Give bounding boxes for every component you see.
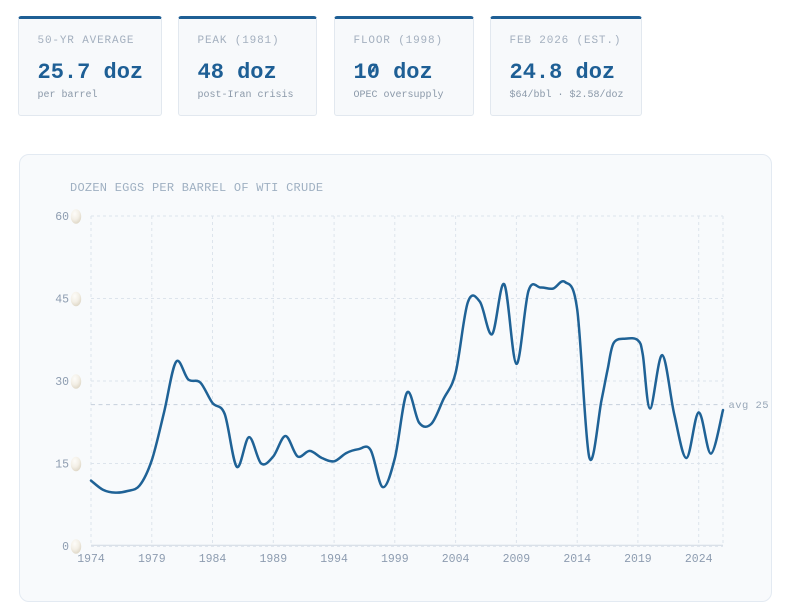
- svg-text:2009: 2009: [503, 553, 531, 566]
- svg-text:DOZEN EGGS PER BARREL OF WTI C: DOZEN EGGS PER BARREL OF WTI CRUDE: [70, 181, 323, 195]
- svg-text:15: 15: [55, 459, 69, 472]
- svg-text:avg 25: avg 25: [729, 400, 770, 412]
- svg-text:1984: 1984: [199, 553, 227, 566]
- svg-text:2019: 2019: [624, 553, 652, 566]
- svg-text:2014: 2014: [563, 553, 591, 566]
- svg-text:30: 30: [55, 376, 69, 389]
- svg-text:2004: 2004: [442, 553, 470, 566]
- svg-text:1979: 1979: [138, 553, 166, 566]
- svg-text:1999: 1999: [381, 553, 409, 566]
- svg-text:1994: 1994: [320, 553, 348, 566]
- svg-text:2024: 2024: [685, 553, 713, 566]
- svg-text:45: 45: [55, 294, 69, 307]
- svg-text:0: 0: [62, 541, 69, 554]
- svg-text:60: 60: [55, 211, 69, 224]
- svg-text:1989: 1989: [259, 553, 287, 566]
- svg-text:1974: 1974: [77, 553, 105, 566]
